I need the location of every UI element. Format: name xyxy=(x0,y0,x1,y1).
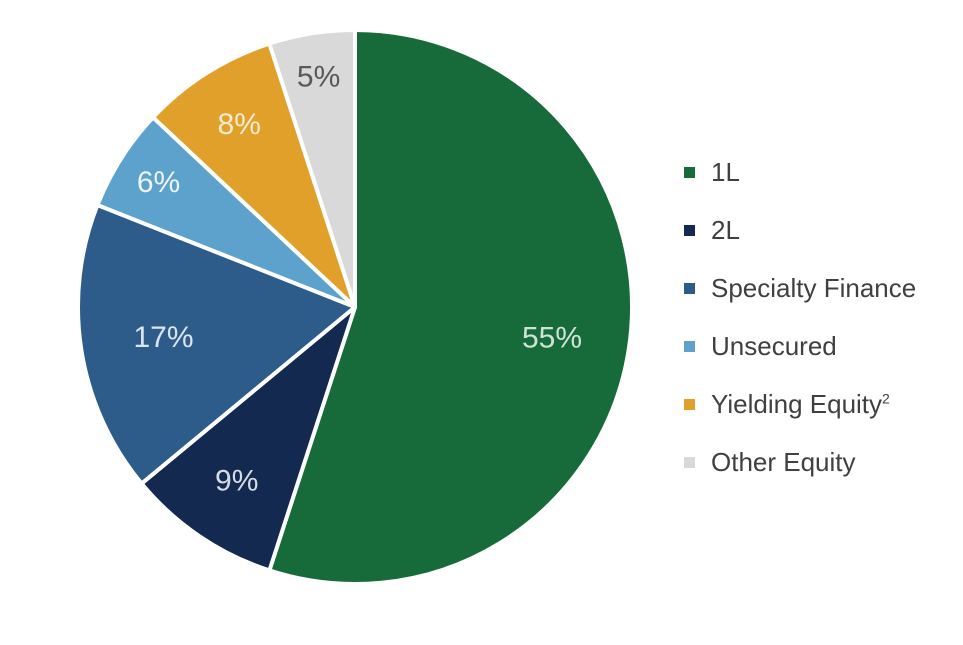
legend-swatch-specialty-finance xyxy=(684,282,695,294)
legend-item-specialty-finance: Specialty Finance xyxy=(684,259,916,317)
slice-label-specialty-finance: 17% xyxy=(133,321,193,354)
legend-swatch-other-equity xyxy=(684,456,695,468)
legend-label-yielding-equity: Yielding Equity2 xyxy=(711,389,890,420)
slice-label-yielding-equity: 8% xyxy=(218,108,261,141)
legend-item-1l: 1L xyxy=(684,143,916,201)
legend: 1L 2L Specialty Finance Unsecured Yieldi… xyxy=(684,143,916,491)
legend-swatch-1l xyxy=(684,166,695,178)
slice-label-2l: 9% xyxy=(215,465,258,498)
legend-label-specialty-finance: Specialty Finance xyxy=(711,272,917,303)
slice-label-1l: 55% xyxy=(522,322,582,355)
pie-slice-other-equity xyxy=(267,28,357,309)
legend-label-1l: 1L xyxy=(711,156,740,187)
legend-swatch-unsecured xyxy=(684,340,695,352)
legend-item-other-equity: Other Equity xyxy=(684,433,916,491)
legend-swatch-yielding-equity xyxy=(684,398,695,410)
legend-item-unsecured: Unsecured xyxy=(684,317,916,375)
pie-slice-1l xyxy=(267,28,634,586)
legend-item-yielding-equity: Yielding Equity2 xyxy=(684,375,916,433)
footnote-marker: 2 xyxy=(882,389,890,406)
legend-label-other-equity: Other Equity xyxy=(711,446,856,477)
pie-slice-specialty-finance xyxy=(76,203,357,486)
legend-label-2l: 2L xyxy=(711,214,740,245)
pie-slice-yielding-equity xyxy=(151,41,357,309)
slice-label-other-equity: 5% xyxy=(297,61,340,94)
legend-item-2l: 2L xyxy=(684,201,916,259)
legend-swatch-2l xyxy=(684,224,695,236)
legend-label-yielding-equity-text: Yielding Equity xyxy=(711,388,883,419)
slice-label-unsecured: 6% xyxy=(137,166,180,199)
legend-label-unsecured: Unsecured xyxy=(711,330,837,361)
pie-slice-2l xyxy=(139,305,357,573)
